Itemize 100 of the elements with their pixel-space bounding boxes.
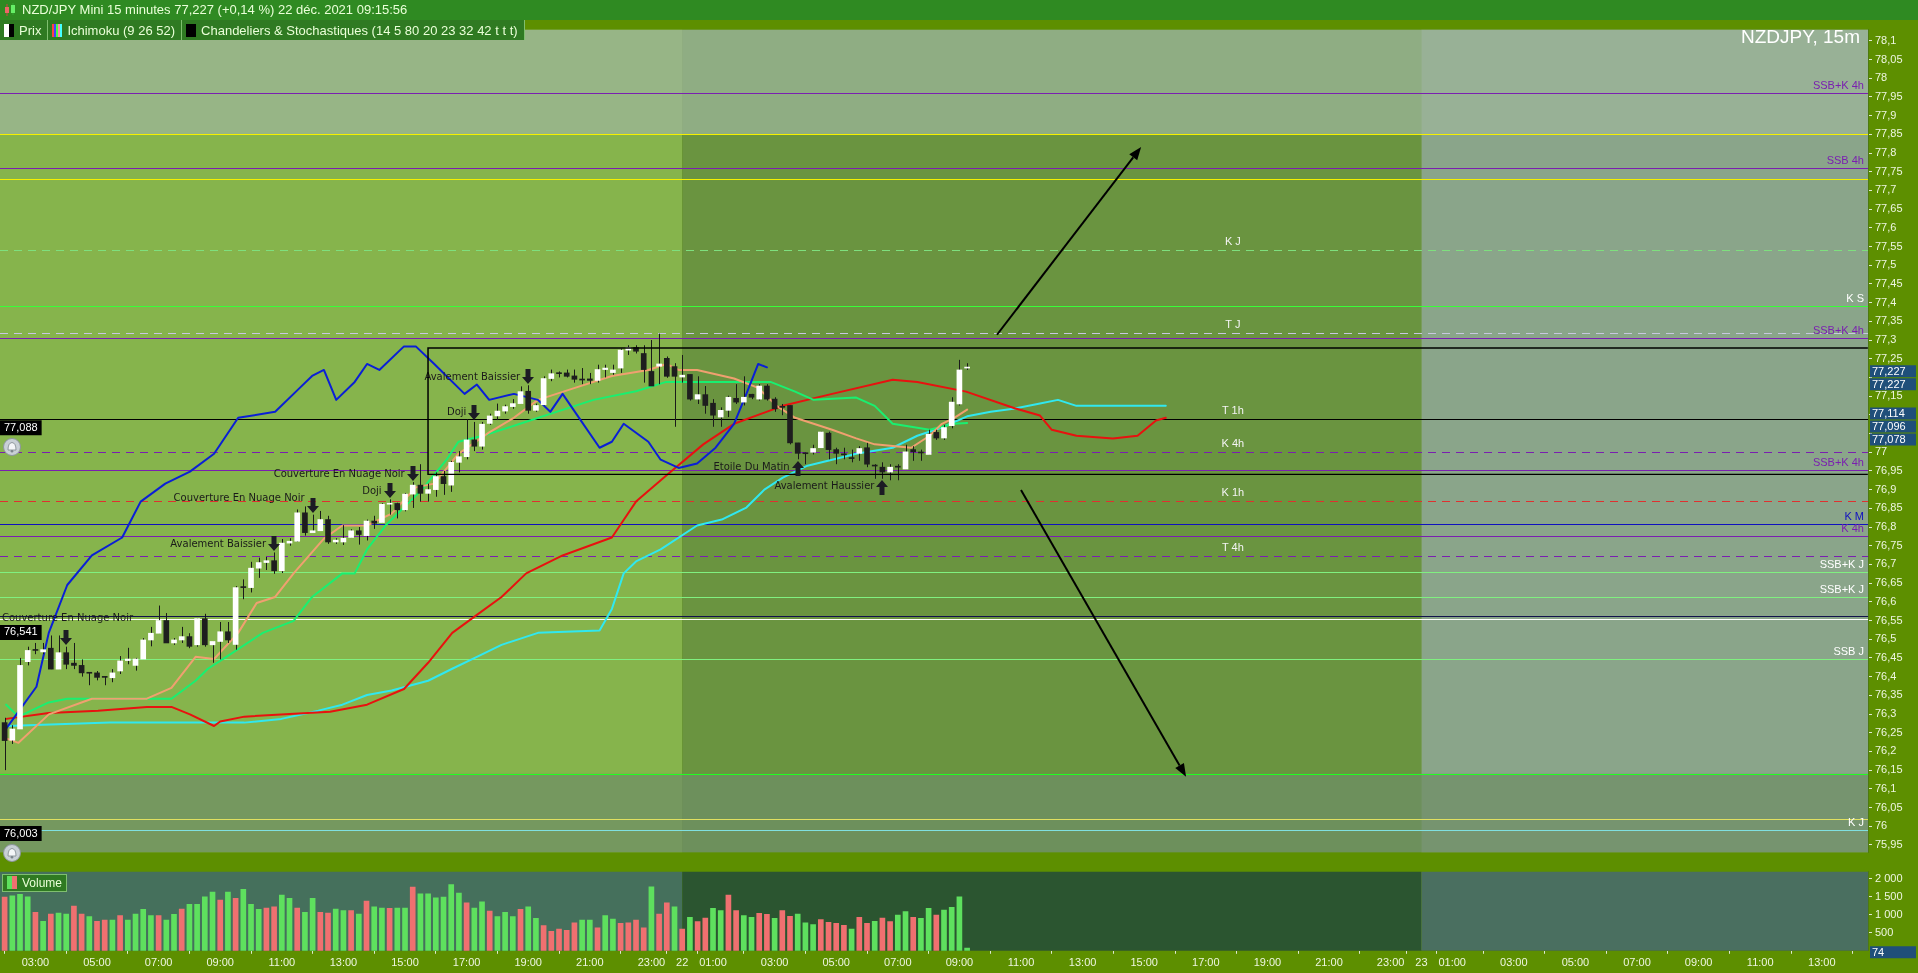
y-tick-label: 76,85 <box>1875 501 1903 514</box>
chart-title: Volume <box>22 875 63 890</box>
candlestick <box>702 385 709 415</box>
bar <box>548 931 555 951</box>
bar <box>47 913 54 951</box>
bar <box>502 911 508 951</box>
y-tick-label: 76,95 <box>1875 463 1903 476</box>
bar <box>779 910 786 951</box>
y-tick-label: 76,7 <box>1875 557 1897 570</box>
y-tick-label: 76,45 <box>1875 650 1903 663</box>
text: 77,096 <box>1872 420 1906 433</box>
annotation: Doji <box>362 484 382 496</box>
bar <box>887 921 893 951</box>
y-tick-label: 76,15 <box>1875 763 1903 776</box>
candlestick <box>417 463 424 503</box>
bar <box>240 888 247 951</box>
bar <box>294 907 301 951</box>
bar <box>355 913 362 951</box>
bar <box>140 909 147 951</box>
bar <box>317 911 324 951</box>
bar <box>610 918 616 951</box>
annotation: Doji <box>446 405 467 417</box>
ref-line-label: SSB+K J <box>1819 558 1864 571</box>
x-tick-label: 23:00 <box>1376 956 1405 969</box>
bar <box>40 920 46 951</box>
x-tick-label: 21:00 <box>576 956 604 969</box>
bar <box>756 913 763 951</box>
x-tick-label: 17:00 <box>452 956 481 969</box>
bar <box>379 907 385 951</box>
annotation: Ichimoku (9 26 52) <box>67 22 176 38</box>
bar <box>656 913 662 951</box>
y-tick-label: 76,1 <box>1875 781 1897 794</box>
bar <box>841 924 847 951</box>
y-tick-label: 78,1 <box>1875 33 1897 46</box>
x-tick-label: 13:00 <box>1068 956 1097 969</box>
y-tick-label: 1 500 <box>1875 889 1903 902</box>
x-tick-label: 11:00 <box>1746 956 1774 969</box>
candlestick <box>240 578 247 600</box>
y-tick-label: 76,2 <box>1875 744 1897 757</box>
candlestick <box>248 561 254 593</box>
bar <box>479 901 485 951</box>
bar <box>148 915 154 951</box>
x-tick-label: 19:00 <box>514 956 542 969</box>
x-tick-label: 09:00 <box>1684 956 1713 969</box>
bar <box>178 908 185 951</box>
ref-line-label: K M <box>1844 510 1864 523</box>
bar <box>448 884 455 951</box>
text: 74 <box>1872 945 1885 958</box>
bar <box>402 907 408 951</box>
bar <box>217 899 224 951</box>
candlestick <box>402 492 408 512</box>
bar <box>817 919 824 951</box>
text: 77,227 <box>1872 377 1906 390</box>
candlestick <box>717 406 724 428</box>
x-tick-label: 05:00 <box>83 956 111 969</box>
candlestick <box>671 362 678 428</box>
bar <box>278 894 285 951</box>
x-tick-label: 23 <box>1415 956 1428 969</box>
y-tick-label: 78,05 <box>1875 52 1903 65</box>
y-tick-label: 78 <box>1875 71 1888 84</box>
x-tick-label: 23:00 <box>637 956 666 969</box>
bar <box>163 919 170 951</box>
text: 77,078 <box>1872 433 1906 446</box>
candlestick <box>86 671 93 686</box>
ref-line-label: K 4h <box>1841 522 1864 535</box>
bar <box>271 906 277 951</box>
x-tick-label: 03:00 <box>1500 956 1528 969</box>
candlestick <box>302 505 308 537</box>
ref-line-label: K 1h <box>1221 486 1245 499</box>
bar <box>9 895 16 951</box>
annotation: 76,541 <box>4 625 38 638</box>
x-tick-label: 07:00 <box>1623 956 1651 969</box>
y-tick-label: 77,65 <box>1875 202 1903 215</box>
ref-line-label: K S <box>1846 292 1864 305</box>
y-tick-label: 76,55 <box>1875 613 1903 626</box>
bar <box>871 920 878 951</box>
x-tick-label: 03:00 <box>21 956 50 969</box>
candlestick <box>432 471 439 498</box>
y-tick-label: 77,85 <box>1875 127 1903 140</box>
candlestick <box>325 515 331 545</box>
bar <box>764 914 770 951</box>
bar <box>663 902 670 951</box>
x-tick-label: 03:00 <box>760 956 789 969</box>
x-tick-label: 13:00 <box>329 956 358 969</box>
annotation: Couverture En Nuage Noir <box>273 467 406 479</box>
bar <box>894 914 901 951</box>
annotation: Couverture En Nuage Noir <box>173 492 306 504</box>
candlestick <box>9 724 16 745</box>
y-tick-label: 76,4 <box>1875 669 1897 682</box>
candlestick <box>24 646 31 666</box>
annotation: Avalement Baissier <box>170 538 268 550</box>
x-tick-label: 15:00 <box>391 956 419 969</box>
annotation: Chandeliers & Stochastiques (14 5 80 20 23 32 42 t t t) <box>201 22 518 38</box>
bar <box>432 897 439 951</box>
bar <box>856 916 863 951</box>
bar <box>71 905 77 951</box>
x-tick-label: 09:00 <box>206 956 234 969</box>
x-tick-label: 21:00 <box>1315 956 1343 969</box>
bar <box>63 913 70 951</box>
y-tick-label: 77,5 <box>1875 258 1897 271</box>
